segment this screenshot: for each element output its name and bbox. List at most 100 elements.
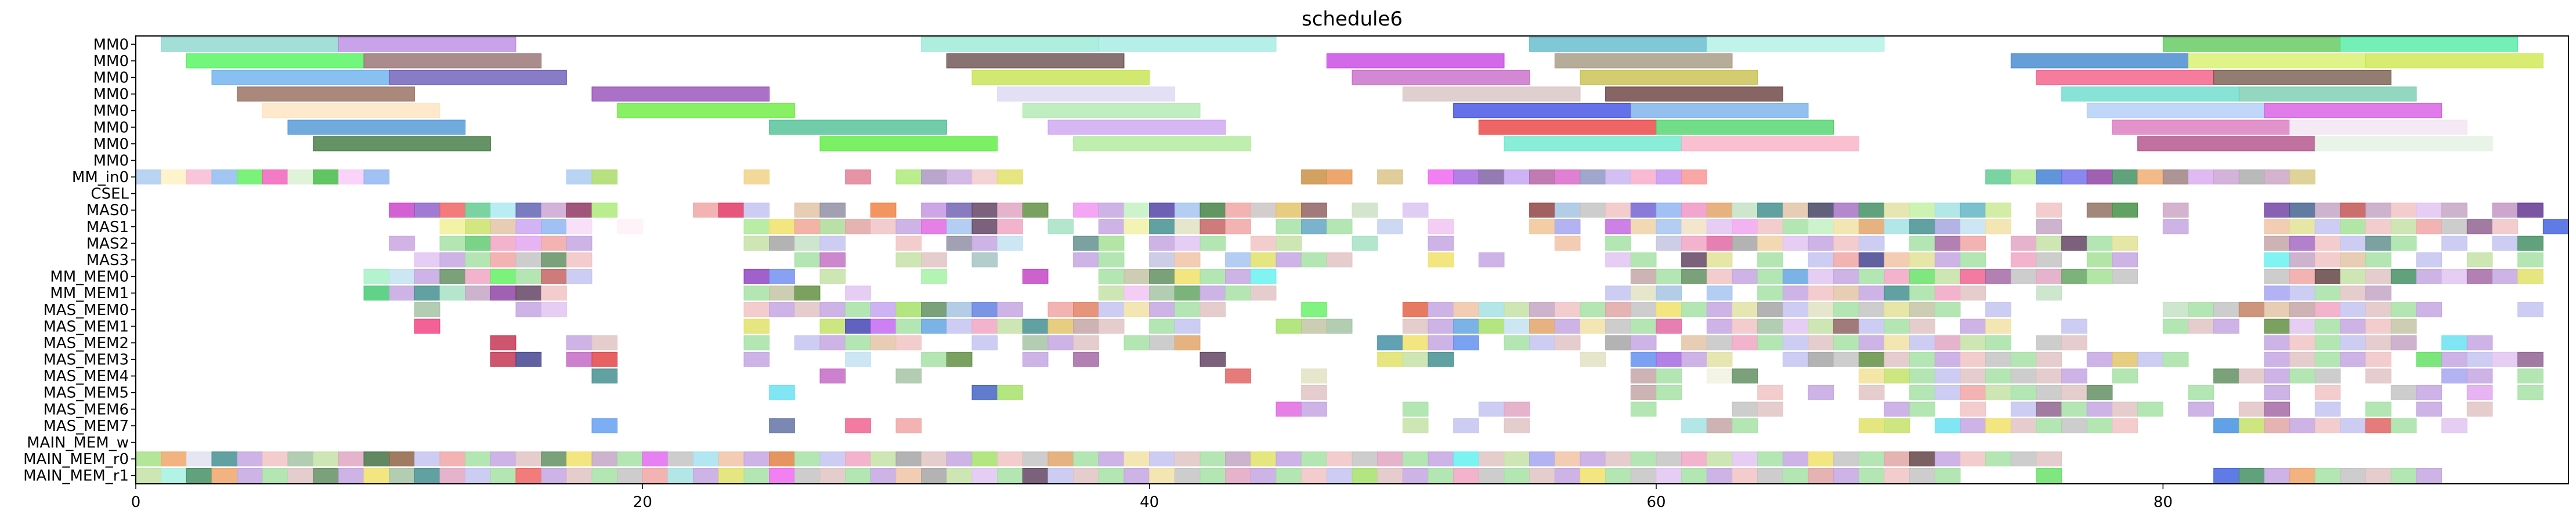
gantt-cell xyxy=(819,451,846,466)
gantt-cell xyxy=(1453,335,1479,350)
gantt-cell xyxy=(769,468,795,483)
gantt-cell xyxy=(1732,468,1758,483)
gantt-cell xyxy=(1884,302,1910,317)
gantt-cell xyxy=(1402,401,1429,417)
gantt-cell xyxy=(1858,236,1885,251)
chart-title: schedule6 xyxy=(1302,8,1403,31)
gantt-cell xyxy=(1656,451,1682,466)
gantt-cell xyxy=(1884,468,1910,483)
gantt-bar xyxy=(997,86,1175,102)
gantt-cell xyxy=(2314,285,2341,300)
gantt-cell xyxy=(2010,269,2037,284)
gantt-bar xyxy=(769,120,947,135)
gantt-cell xyxy=(2238,169,2265,184)
gantt-cell xyxy=(718,202,745,218)
gantt-cell xyxy=(2264,169,2290,184)
gantt-cell xyxy=(2036,269,2062,284)
gantt-cell xyxy=(1529,169,1555,184)
gantt-cell xyxy=(2314,418,2341,433)
gantt-cell xyxy=(946,302,973,317)
gantt-cell xyxy=(1580,302,1606,317)
gantt-cell xyxy=(1554,302,1581,317)
gantt-cell xyxy=(1402,318,1429,334)
gantt-cell xyxy=(1808,219,1834,234)
gantt-cell xyxy=(2036,335,2062,350)
gantt-cell xyxy=(819,236,846,251)
gantt-bar xyxy=(2314,136,2493,151)
gantt-cell xyxy=(2289,285,2315,300)
gantt-cell xyxy=(1047,468,1074,483)
gantt-cell xyxy=(769,285,795,300)
gantt-cell xyxy=(769,236,795,251)
gantt-cell xyxy=(2264,285,2290,300)
gantt-cell xyxy=(338,468,364,483)
gantt-cell xyxy=(870,335,897,350)
y-tick-label: MAIN_MEM_w xyxy=(27,435,129,452)
gantt-cell xyxy=(541,285,567,300)
gantt-cell xyxy=(693,202,719,218)
gantt-cell xyxy=(895,318,922,334)
gantt-cell xyxy=(1909,318,1935,334)
gantt-cell xyxy=(1149,252,1175,267)
gantt-cell xyxy=(2365,401,2391,417)
gantt-cell xyxy=(1022,468,1049,483)
gantt-cell xyxy=(313,468,339,483)
gantt-cell xyxy=(465,219,491,234)
gantt-cell xyxy=(1985,418,2011,433)
gantt-cell xyxy=(743,169,770,184)
gantt-cell xyxy=(591,418,618,433)
gantt-cell xyxy=(1808,451,1834,466)
gantt-cell xyxy=(1377,352,1403,367)
gantt-cell xyxy=(2416,385,2443,400)
gantt-cell xyxy=(211,468,238,483)
gantt-cell xyxy=(1706,335,1733,350)
gantt-cell xyxy=(1301,451,1327,466)
gantt-cell xyxy=(2289,169,2315,184)
gantt-cell xyxy=(2086,169,2113,184)
gantt-cell xyxy=(971,451,998,466)
gantt-cell xyxy=(237,451,263,466)
gantt-cell xyxy=(2314,252,2341,267)
gantt-cell xyxy=(2061,318,2087,334)
gantt-cell xyxy=(1858,318,1885,334)
gantt-cell xyxy=(1656,352,1682,367)
gantt-cell xyxy=(743,302,770,317)
gantt-cell xyxy=(971,468,998,483)
gantt-cell xyxy=(1757,236,1783,251)
gantt-cell xyxy=(617,468,643,483)
gantt-cell xyxy=(1504,468,1530,483)
gantt-cell xyxy=(591,169,618,184)
gantt-cell xyxy=(2365,236,2391,251)
gantt-cell xyxy=(1757,451,1783,466)
gantt-cell xyxy=(1757,468,1783,483)
gantt-cell xyxy=(1960,368,1986,383)
gantt-cell xyxy=(1149,302,1175,317)
gantt-cell xyxy=(1985,169,2011,184)
gantt-cell xyxy=(1504,335,1530,350)
gantt-cell xyxy=(1605,219,1631,234)
gantt-cell xyxy=(1985,219,2011,234)
gantt-cell xyxy=(490,335,516,350)
gantt-cell xyxy=(1782,352,1809,367)
gantt-cell xyxy=(1073,335,1099,350)
gantt-cell xyxy=(1782,318,1809,334)
gantt-cell xyxy=(1934,385,1961,400)
gantt-cell xyxy=(1884,202,1910,218)
gantt-cell xyxy=(1276,468,1302,483)
gantt-cell xyxy=(895,335,922,350)
x-tick-label: 40 xyxy=(1140,494,1159,511)
gantt-cell xyxy=(845,302,871,317)
gantt-cell xyxy=(895,302,922,317)
gantt-cell xyxy=(2264,335,2290,350)
gantt-cell xyxy=(2061,401,2087,417)
gantt-bar xyxy=(1478,120,1657,135)
gantt-cell xyxy=(845,318,871,334)
gantt-cell xyxy=(2340,318,2367,334)
gantt-cell xyxy=(718,468,745,483)
gantt-cell xyxy=(2010,385,2037,400)
gantt-cell xyxy=(1985,451,2011,466)
gantt-cell xyxy=(2517,202,2544,218)
gantt-cell xyxy=(1276,202,1302,218)
gantt-cell xyxy=(135,169,162,184)
gantt-cell xyxy=(2289,368,2315,383)
